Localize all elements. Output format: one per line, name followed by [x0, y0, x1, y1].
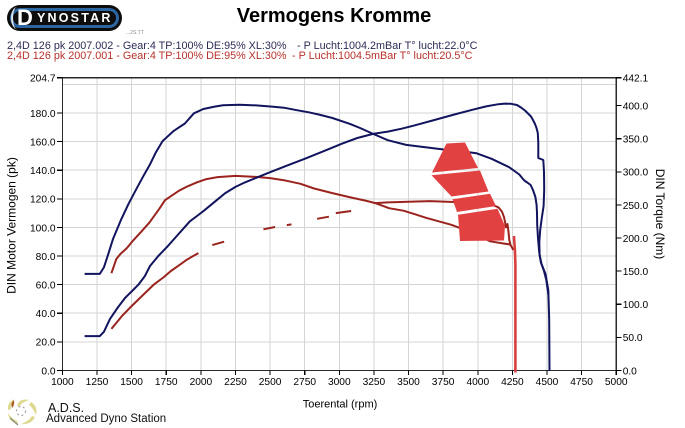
svg-text:50.0: 50.0	[623, 333, 643, 344]
svg-text:4000: 4000	[466, 377, 489, 388]
svg-text:2500: 2500	[259, 377, 282, 388]
svg-text:3750: 3750	[432, 377, 455, 388]
svg-text:120.0: 120.0	[30, 195, 56, 206]
svg-text:0.0: 0.0	[41, 366, 55, 377]
svg-text:4750: 4750	[570, 377, 593, 388]
svg-text:Toerental (rpm): Toerental (rpm)	[303, 398, 378, 410]
svg-text:200.0: 200.0	[623, 234, 649, 245]
svg-text:40.0: 40.0	[36, 309, 56, 320]
svg-text:100.0: 100.0	[623, 300, 649, 311]
svg-text:140.0: 140.0	[30, 166, 56, 177]
svg-text:350.0: 350.0	[623, 135, 649, 146]
svg-text:2750: 2750	[293, 377, 316, 388]
svg-text:100.0: 100.0	[30, 223, 56, 234]
svg-text:20.0: 20.0	[36, 338, 56, 349]
svg-text:204.7: 204.7	[30, 74, 56, 85]
svg-text:3000: 3000	[328, 377, 351, 388]
svg-text:3250: 3250	[363, 377, 386, 388]
svg-text:3500: 3500	[397, 377, 420, 388]
svg-text:DIN Torque (Nm): DIN Torque (Nm)	[653, 169, 667, 259]
svg-text:80.0: 80.0	[36, 252, 56, 263]
svg-text:160.0: 160.0	[30, 138, 56, 149]
svg-text:2000: 2000	[190, 377, 213, 388]
svg-text:1750: 1750	[155, 377, 178, 388]
svg-text:180.0: 180.0	[30, 109, 56, 120]
svg-text:1250: 1250	[86, 377, 109, 388]
svg-text:4500: 4500	[536, 377, 559, 388]
svg-text:2250: 2250	[224, 377, 247, 388]
svg-text:442.1: 442.1	[623, 74, 649, 85]
svg-text:300.0: 300.0	[623, 168, 649, 179]
svg-text:5000: 5000	[605, 377, 628, 388]
svg-text:0.0: 0.0	[623, 366, 637, 377]
svg-text:60.0: 60.0	[36, 281, 56, 292]
svg-text:1000: 1000	[51, 377, 74, 388]
svg-text:DIN Motor Vermogen (pk): DIN Motor Vermogen (pk)	[5, 157, 19, 294]
svg-text:1500: 1500	[120, 377, 143, 388]
svg-text:150.0: 150.0	[623, 267, 649, 278]
svg-text:250.0: 250.0	[623, 201, 649, 212]
svg-text:4250: 4250	[501, 377, 524, 388]
svg-text:400.0: 400.0	[623, 102, 649, 113]
